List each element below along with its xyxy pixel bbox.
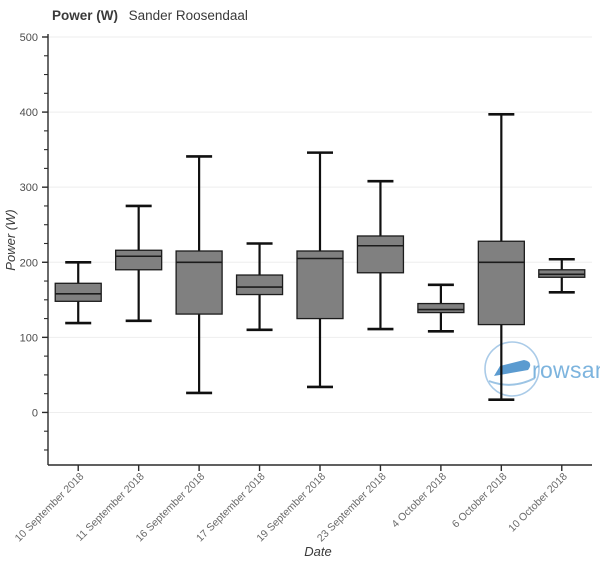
box-iqr: [356, 235, 405, 274]
box-plot-group[interactable]: [296, 151, 344, 389]
ytick-label-300: 300: [20, 182, 38, 194]
box-plot-group[interactable]: [477, 113, 525, 401]
ytick-label-100: 100: [20, 332, 38, 344]
xtick-label-6: 4 October 2018: [389, 471, 449, 531]
watermark-text: rowsandall: [532, 357, 600, 383]
chart-title-subject: Sander Roosendaal: [129, 8, 248, 23]
box-plot-group[interactable]: [175, 155, 223, 395]
box-iqr: [54, 282, 102, 302]
xtick-label-8: 10 October 2018: [506, 471, 570, 535]
ytick-label-500: 500: [20, 32, 38, 44]
rowing-wave-icon: [488, 377, 536, 386]
rowing-boat-logo: [484, 341, 540, 397]
box-iqr: [175, 250, 223, 315]
box-plot-group[interactable]: [235, 242, 284, 332]
box-plot-group[interactable]: [54, 260, 102, 325]
y-axis-title: Power (W): [3, 209, 18, 270]
box-iqr: [477, 240, 525, 326]
xtick-label-7: 6 October 2018: [450, 471, 510, 531]
ytick-label-400: 400: [20, 107, 38, 119]
xtick-label-5: 23 September 2018: [315, 471, 389, 545]
box-iqr: [235, 274, 284, 296]
box-iqr: [296, 250, 344, 320]
rowing-boat-hull-icon: [494, 360, 531, 376]
box-plot-group[interactable]: [417, 283, 465, 333]
box-plot-group[interactable]: [115, 204, 163, 323]
chart-title-main: Power (W): [52, 8, 118, 23]
box-plot-group[interactable]: [356, 179, 405, 331]
box-iqr: [115, 249, 163, 271]
ytick-label-200: 200: [20, 257, 38, 269]
box-plot-group[interactable]: [538, 257, 586, 294]
x-axis-title: Date: [304, 544, 331, 559]
box-iqr: [417, 302, 465, 314]
ytick-label-0: 0: [32, 407, 38, 419]
